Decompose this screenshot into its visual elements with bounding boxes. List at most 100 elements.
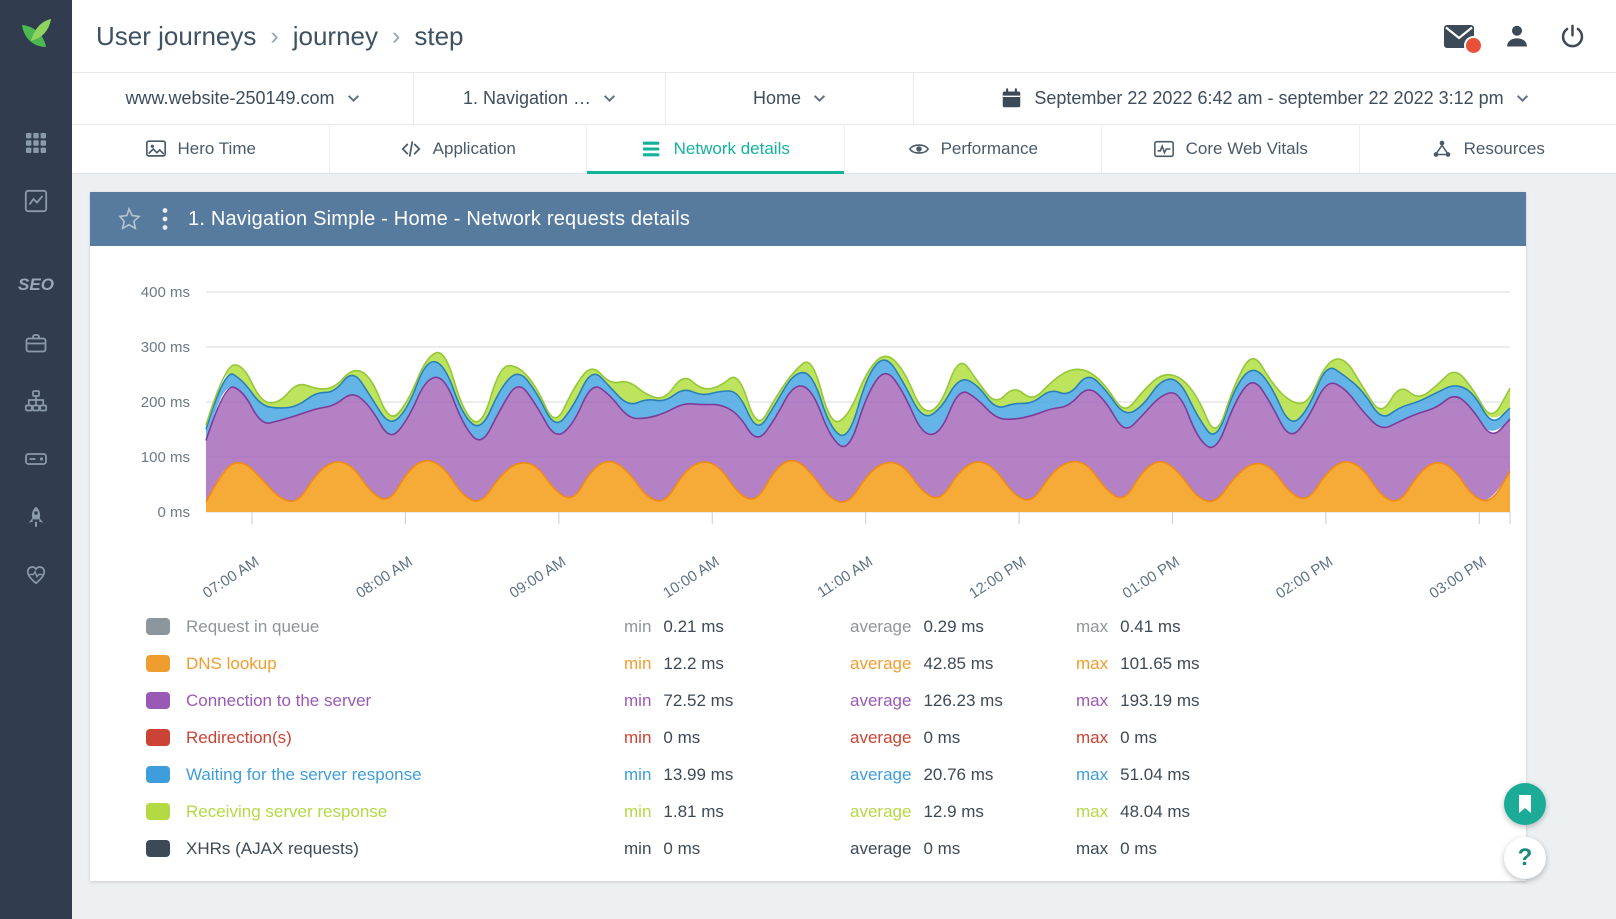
max-value: 193.19 ms [1120,690,1200,710]
average-value: 12.9 ms [923,801,984,821]
chevron-down-icon [813,95,826,103]
tab-label: Core Web Vitals [1185,139,1308,158]
tab-network-details[interactable]: Network details [587,125,845,174]
max-label: max [1076,616,1109,636]
min-value: 1.81 ms [663,801,724,821]
series-color-swatch [146,655,170,672]
logout-button[interactable] [1559,23,1586,50]
average-value: 0 ms [923,838,961,858]
page-selector[interactable]: Home [666,73,914,124]
main-area: User journeys › journey › step [72,0,1616,919]
tab-label: Resources [1463,139,1545,158]
tab-core-web-vitals[interactable]: Core Web Vitals [1102,125,1360,173]
server-icon [25,453,47,465]
max-value: 0 ms [1120,727,1157,747]
site-selector[interactable]: www.website-250149.com [72,73,414,124]
legend-row-request-in-queue[interactable]: Request in queue min 0.21 ms average 0.29 … [146,608,1526,645]
network-details-panel: 1. Navigation Simple - Home - Network re… [90,192,1526,881]
account-button[interactable] [1503,22,1531,50]
series-color-swatch [146,729,170,746]
favorite-button[interactable] [116,206,142,232]
series-color-swatch [146,692,170,709]
image-icon [145,140,166,157]
sidebar-item-dashboard[interactable] [16,129,56,157]
breadcrumb: User journeys › journey › step [96,21,464,52]
tab-hero-time[interactable]: Hero Time [72,125,330,173]
date-range-selector[interactable]: September 22 2022 6:42 am - september 22… [914,73,1616,124]
min-value: 13.99 ms [663,764,734,784]
svg-text:01:00 PM: 01:00 PM [1120,553,1183,602]
filter-bar: www.website-250149.com 1. Navigation … H… [72,72,1616,124]
top-bar: User journeys › journey › step [72,0,1616,72]
star-icon [118,206,141,230]
eye-icon [908,144,929,154]
breadcrumb-step: step [414,20,464,51]
network-list-icon [642,141,659,157]
panel-title: 1. Navigation Simple - Home - Network re… [188,207,691,230]
legend-row-waiting[interactable]: Waiting for the server response min 13.99… [146,756,1526,793]
sidebar-item-seo[interactable]: SEO [16,271,56,299]
vitals-chart-icon [1153,140,1174,158]
max-label: max [1076,764,1109,784]
sidebar: SEO [0,0,72,919]
sidebar-item-servers[interactable] [16,445,56,473]
average-label: average [850,764,912,784]
average-label: average [850,690,912,710]
max-label: max [1076,653,1109,673]
notification-badge [1464,35,1483,55]
resources-nodes-icon [1433,140,1450,157]
logo-leaf-icon [22,19,51,47]
legend-row-receiving[interactable]: Receiving server response min 1.81 ms ave… [146,793,1526,830]
tab-label: Network details [673,139,790,158]
legend-row-dns-lookup[interactable]: DNS lookup min 12.2 ms average 42.85 ms ma… [146,645,1526,682]
sidebar-item-speed[interactable] [16,503,56,531]
sidebar-item-health[interactable] [16,561,56,589]
sidebar-nav: SEO [16,129,56,589]
date-range-value: September 22 2022 6:42 am - september 22… [1034,88,1504,108]
site-selector-value: www.website-250149.com [125,88,335,108]
step-selector[interactable]: 1. Navigation … [414,73,666,124]
legend-row-connection[interactable]: Connection to the server min 72.52 ms ave… [146,682,1526,719]
tab-resources[interactable]: Resources [1360,125,1616,173]
min-value: 0 ms [663,727,701,747]
tab-application[interactable]: Application [330,125,587,173]
max-value: 51.04 ms [1120,764,1191,784]
tab-bar: Hero Time Application Network details Pe… [72,124,1616,174]
svg-text:300 ms: 300 ms [141,339,190,356]
min-label: min [624,838,652,858]
min-value: 72.52 ms [663,690,734,710]
max-label: max [1076,838,1109,858]
app-logo[interactable] [16,14,56,59]
min-label: min [624,690,652,710]
legend-row-redirections[interactable]: Redirection(s) min 0 ms average 0 ms max 0 … [146,719,1526,756]
content-area: 1. Navigation Simple - Home - Network re… [72,174,1616,919]
breadcrumb-journey[interactable]: journey [292,20,379,51]
min-value: 12.2 ms [663,653,724,673]
min-value: 0 ms [663,838,701,858]
min-label: min [624,727,652,747]
max-label: max [1076,727,1109,747]
series-color-swatch [146,840,170,857]
panel-menu-button[interactable] [162,207,168,231]
svg-text:400 ms: 400 ms [141,284,190,301]
series-name: XHRs (AJAX requests) [186,838,359,858]
average-label: average [850,838,912,858]
tab-performance[interactable]: Performance [845,125,1102,173]
help-button[interactable]: ? [1504,837,1546,879]
legend-row-xhrs[interactable]: XHRs (AJAX requests) min 0 ms average 0 ms… [146,830,1526,867]
chart-legend: Request in queue min 0.21 ms average 0.29 … [90,606,1526,881]
bookmark-icon [1519,795,1531,813]
sidebar-item-tools[interactable] [16,329,56,357]
svg-text:0 ms: 0 ms [157,504,190,521]
svg-text:03:00 PM: 03:00 PM [1426,553,1489,602]
sidebar-item-sitemap[interactable] [16,387,56,415]
average-value: 20.76 ms [923,764,994,784]
average-label: average [850,616,912,636]
svg-text:12:00 PM: 12:00 PM [966,553,1029,602]
bookmark-button[interactable] [1504,783,1546,825]
messages-button[interactable] [1443,24,1483,55]
breadcrumb-user-journeys[interactable]: User journeys [96,20,257,51]
line-chart-icon [24,189,48,213]
sidebar-item-analytics[interactable] [16,187,56,215]
min-label: min [624,801,652,821]
